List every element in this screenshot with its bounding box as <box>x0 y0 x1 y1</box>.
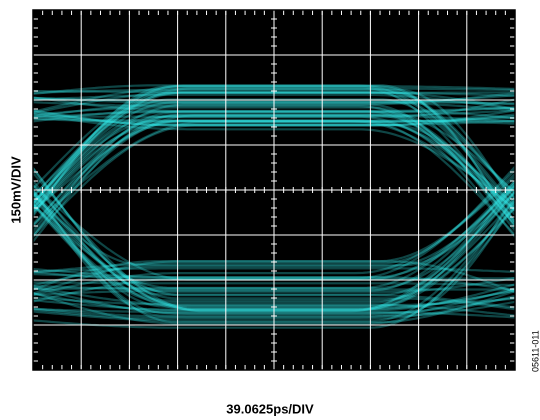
x-axis-label: 39.0625ps/DIV <box>226 401 314 416</box>
eye-diagram-figure: 150mV/DIV 39.0625ps/DIV 05611-011 <box>0 0 540 420</box>
figure-id: 05611-011 <box>530 330 540 372</box>
y-axis-label: 150mV/DIV <box>8 156 23 224</box>
page: {"y_axis_label": "150mV/DIV", "x_axis_la… <box>0 0 540 420</box>
